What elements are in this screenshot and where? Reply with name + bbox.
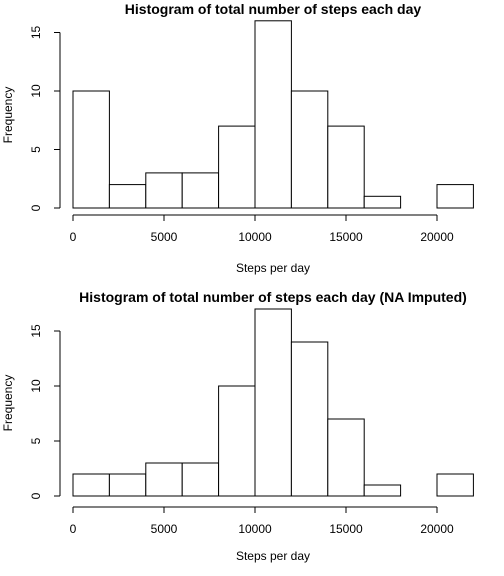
y-axis-label: Frequency	[1, 87, 15, 144]
bars	[72, 20, 474, 209]
x-tick-label: 15000	[329, 522, 363, 536]
x-axis: 0 5000 10000 15000 20000	[70, 214, 454, 244]
histogram-bar	[290, 341, 329, 497]
x-axis: 0 5000 10000 15000 20000	[70, 506, 454, 536]
histogram-bar	[218, 125, 256, 209]
histogram-bar	[72, 90, 110, 209]
y-tick-label: 10	[29, 84, 43, 98]
histogram-bar	[181, 172, 220, 209]
histogram-bar	[327, 418, 365, 497]
histogram-bar	[145, 462, 183, 497]
x-tick-label: 0	[70, 522, 77, 536]
y-axis: 0 5 10 15	[29, 324, 61, 499]
y-tick-label: 15	[29, 324, 43, 338]
x-tick-label: 15000	[329, 230, 363, 244]
histogram-bar	[72, 473, 110, 497]
histogram-bar	[145, 172, 183, 209]
histogram-panel-original: Histogram of total number of steps each …	[1, 1, 474, 275]
y-tick-label: 5	[29, 437, 43, 444]
x-tick-label: 5000	[151, 522, 178, 536]
chart-title: Histogram of total number of steps each …	[79, 289, 467, 305]
histogram-bar	[436, 184, 474, 209]
histogram-bar	[363, 484, 402, 497]
histogram-bar	[108, 473, 147, 497]
y-tick-label: 0	[29, 492, 43, 499]
histogram-bar	[254, 20, 292, 209]
x-tick-label: 20000	[420, 522, 454, 536]
histogram-bar	[327, 125, 365, 209]
x-axis-label: Steps per day	[236, 549, 310, 563]
x-tick-label: 5000	[151, 230, 178, 244]
chart-title: Histogram of total number of steps each …	[125, 1, 422, 17]
y-tick-label: 10	[29, 379, 43, 393]
x-tick-label: 10000	[238, 230, 272, 244]
y-axis-label: Frequency	[1, 375, 15, 432]
histogram-panel-imputed: Histogram of total number of steps each …	[1, 289, 474, 563]
histogram-bar	[363, 195, 402, 209]
histogram-bar	[108, 184, 147, 209]
x-tick-label: 10000	[238, 522, 272, 536]
y-tick-label: 5	[29, 146, 43, 153]
histogram-bar	[181, 462, 220, 497]
y-axis: 0 5 10 15	[29, 26, 61, 211]
y-tick-label: 0	[29, 204, 43, 211]
histogram-bar	[436, 473, 474, 497]
histogram-bar	[218, 385, 256, 497]
histogram-bar	[290, 90, 329, 209]
y-tick-label: 15	[29, 26, 43, 40]
x-tick-label: 20000	[420, 230, 454, 244]
bars	[72, 308, 474, 497]
x-tick-label: 0	[70, 230, 77, 244]
x-axis-label: Steps per day	[236, 261, 310, 275]
histogram-bar	[254, 308, 292, 497]
